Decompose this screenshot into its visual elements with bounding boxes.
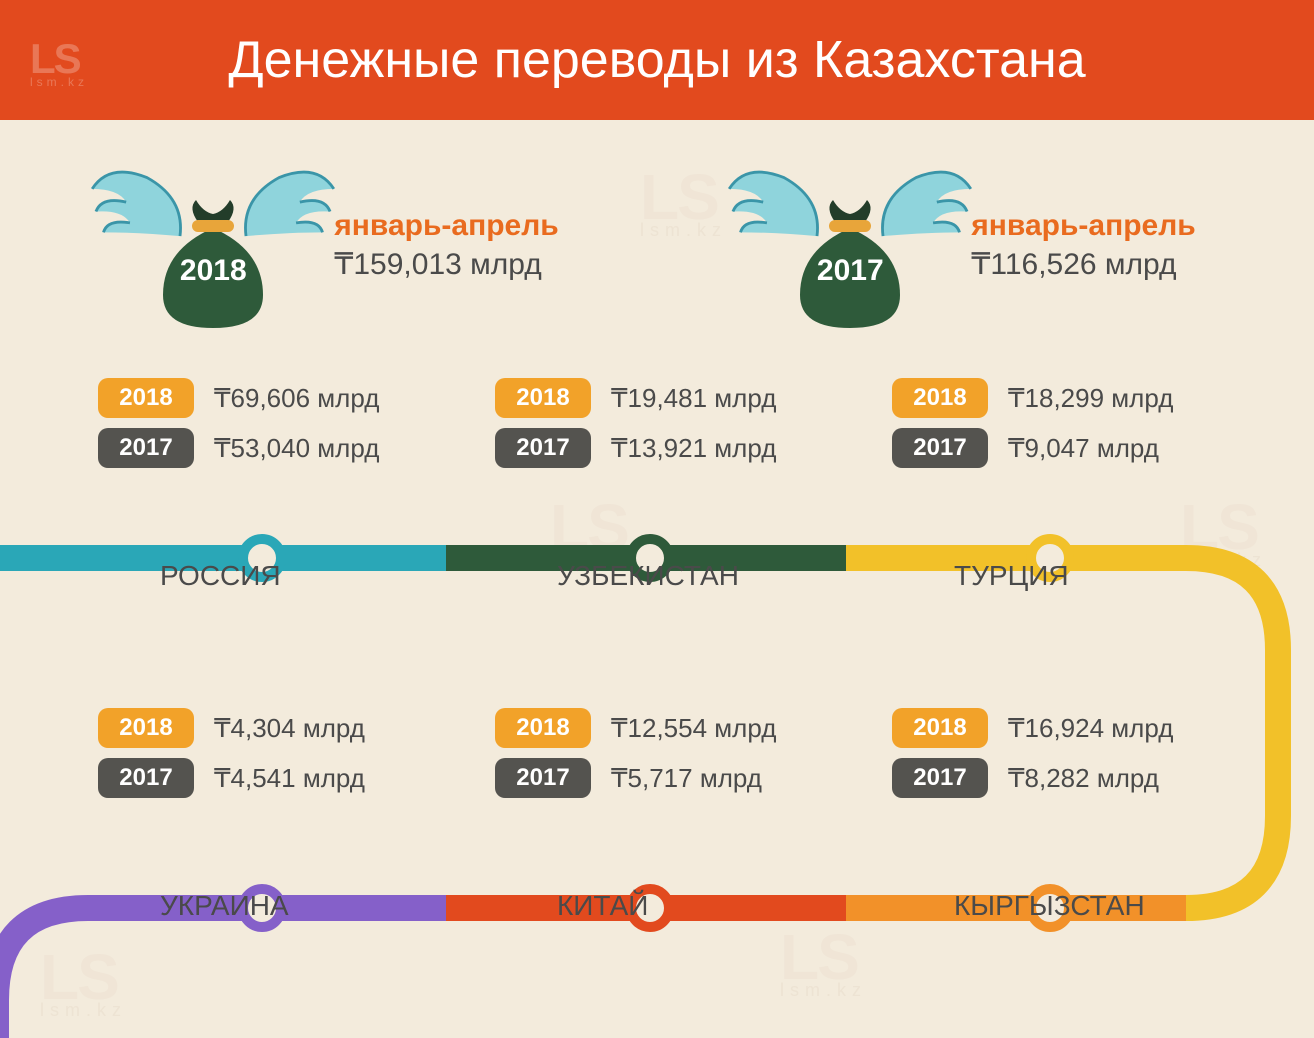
value-2018: ₸19,481 млрд — [611, 383, 776, 414]
year-pill-2018: 2018 — [892, 708, 988, 748]
total-2017: 2017 январь-апрель ₸116,526 млрд — [755, 160, 1195, 330]
year-pill-2017: 2017 — [98, 428, 194, 468]
value-2017: ₸53,040 млрд — [214, 433, 379, 464]
header-bar: LSlsm.kz Денежные переводы из Казахстана — [0, 0, 1314, 120]
value-2018: ₸16,924 млрд — [1008, 713, 1173, 744]
country-россия: 2018 ₸69,606 млрд 2017 ₸53,040 млрд РОСС… — [80, 378, 440, 708]
value-2017: ₸9,047 млрд — [1008, 433, 1159, 464]
year-pill-2018: 2018 — [495, 378, 591, 418]
totals-section: 2018 январь-апрель ₸159,013 млрд 2017 ян… — [0, 120, 1314, 360]
country-label: ТУРЦИЯ — [874, 560, 1234, 592]
total-2018: 2018 январь-апрель ₸159,013 млрд — [118, 160, 558, 330]
page-title: Денежные переводы из Казахстана — [228, 30, 1085, 90]
value-2017: ₸4,541 млрд — [214, 763, 365, 794]
country-узбекистан: 2018 ₸19,481 млрд 2017 ₸13,921 млрд УЗБЕ… — [477, 378, 837, 708]
year-pill-2018: 2018 — [98, 708, 194, 748]
period-label: январь-апрель — [971, 209, 1195, 243]
country-турция: 2018 ₸18,299 млрд 2017 ₸9,047 млрд ТУРЦИ… — [874, 378, 1234, 708]
logo: LSlsm.kz — [30, 35, 88, 89]
country-кыргызстан: 2018 ₸16,924 млрд 2017 ₸8,282 млрд КЫРГЫ… — [874, 708, 1234, 1038]
period-label: январь-апрель — [334, 209, 558, 243]
country-label: КЫРГЫЗСТАН — [874, 890, 1234, 922]
year-pill-2017: 2017 — [98, 758, 194, 798]
bag-year-label: 2018 — [180, 254, 247, 288]
country-label: КИТАЙ — [477, 890, 837, 922]
country-китай: 2018 ₸12,554 млрд 2017 ₸5,717 млрд КИТАЙ — [477, 708, 837, 1038]
year-pill-2017: 2017 — [892, 758, 988, 798]
value-2018: ₸18,299 млрд — [1008, 383, 1173, 414]
bag-year-label: 2017 — [817, 254, 884, 288]
value-2017: ₸8,282 млрд — [1008, 763, 1159, 794]
country-label: РОССИЯ — [80, 560, 440, 592]
country-label: УЗБЕКИСТАН — [477, 560, 837, 592]
money-bag-icon: 2017 — [755, 160, 945, 330]
country-row-1: 2018 ₸69,606 млрд 2017 ₸53,040 млрд РОСС… — [80, 378, 1234, 708]
total-amount: ₸116,526 млрд — [971, 247, 1195, 282]
year-pill-2017: 2017 — [892, 428, 988, 468]
value-2018: ₸4,304 млрд — [214, 713, 365, 744]
country-украина: 2018 ₸4,304 млрд 2017 ₸4,541 млрд УКРАИН… — [80, 708, 440, 1038]
country-row-2: 2018 ₸4,304 млрд 2017 ₸4,541 млрд УКРАИН… — [80, 708, 1234, 1038]
year-pill-2018: 2018 — [495, 708, 591, 748]
value-2018: ₸12,554 млрд — [611, 713, 776, 744]
year-pill-2017: 2017 — [495, 758, 591, 798]
year-pill-2017: 2017 — [495, 428, 591, 468]
value-2017: ₸5,717 млрд — [611, 763, 762, 794]
country-label: УКРАИНА — [80, 890, 440, 922]
value-2017: ₸13,921 млрд — [611, 433, 776, 464]
value-2018: ₸69,606 млрд — [214, 383, 379, 414]
year-pill-2018: 2018 — [892, 378, 988, 418]
money-bag-icon: 2018 — [118, 160, 308, 330]
year-pill-2018: 2018 — [98, 378, 194, 418]
total-amount: ₸159,013 млрд — [334, 247, 558, 282]
